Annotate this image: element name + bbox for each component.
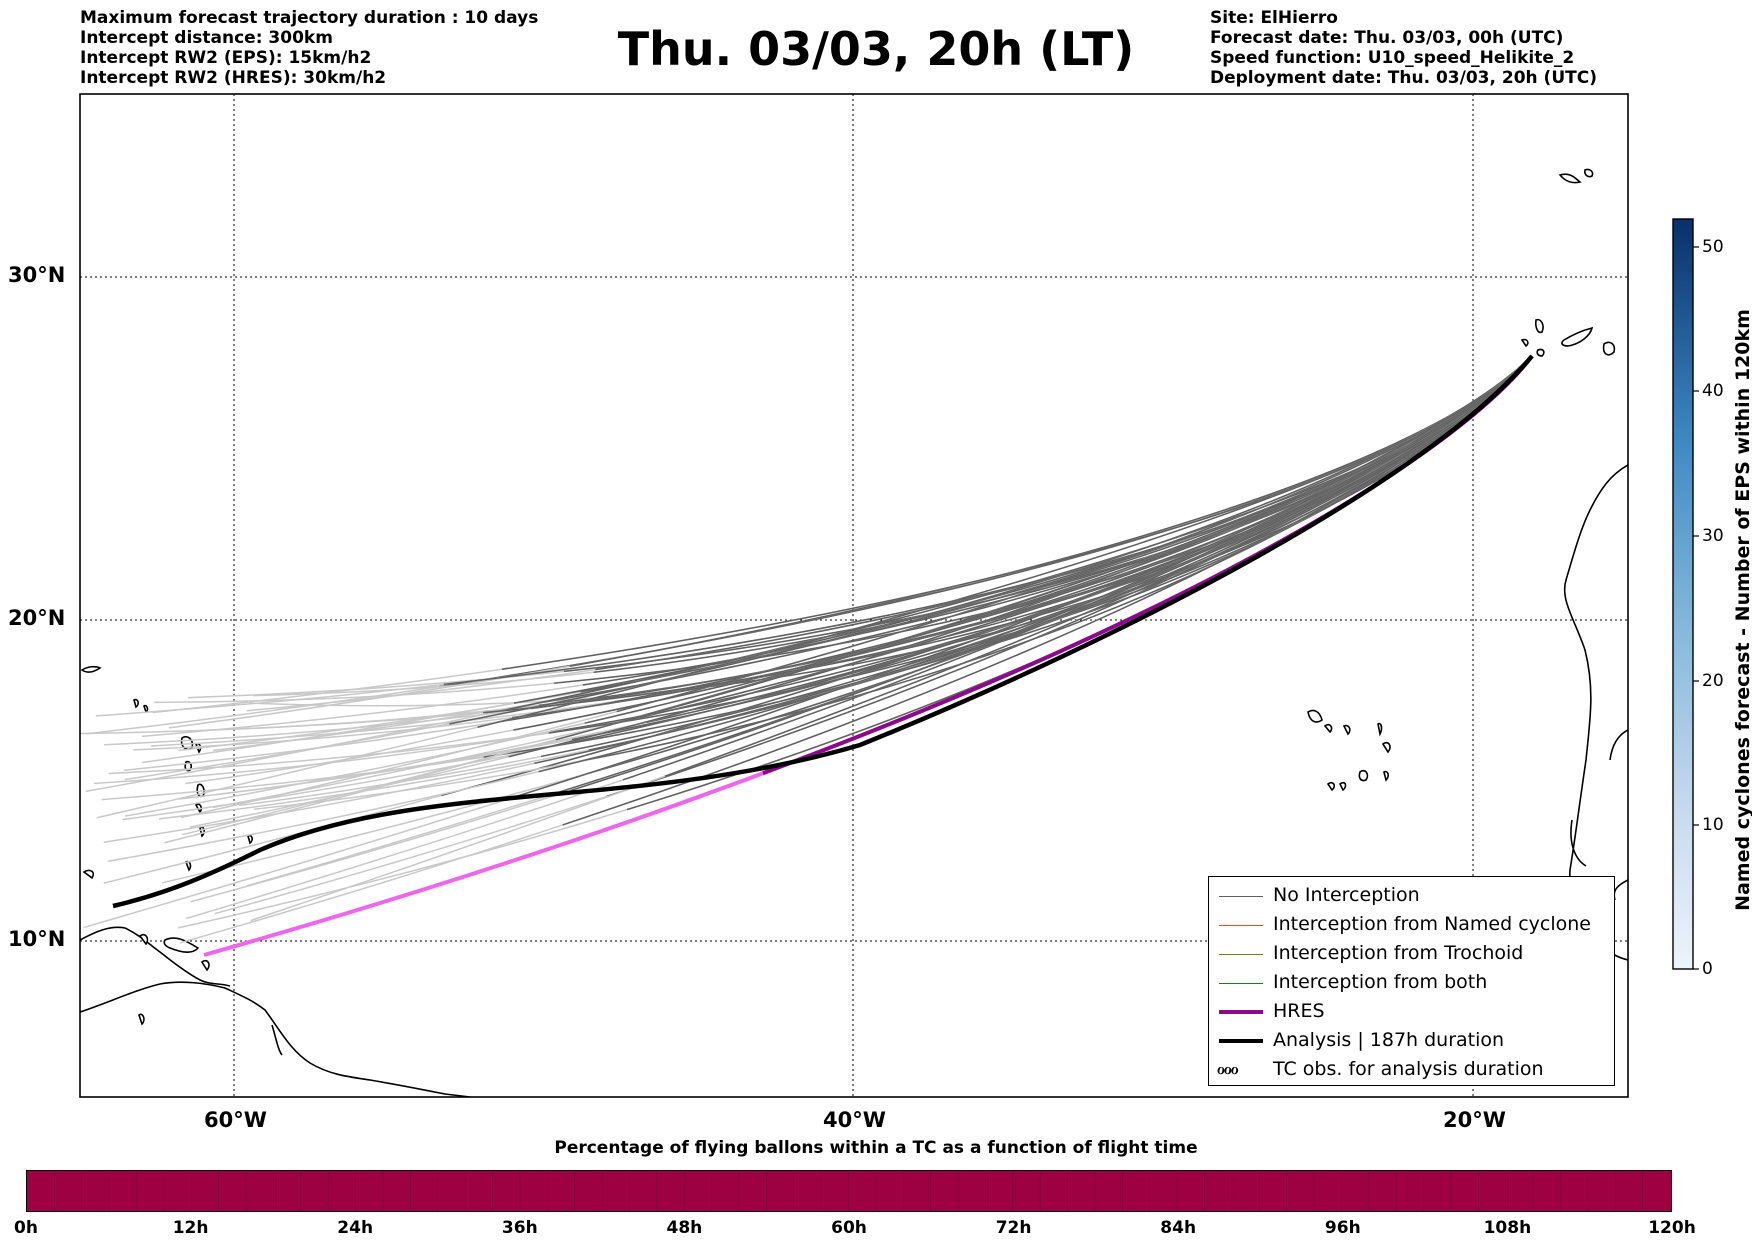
eps-trajectory-early (104, 355, 1533, 746)
eps-trajectory-early (124, 355, 1533, 781)
eps-trajectory-late (189, 355, 1533, 828)
legend-swatch (1219, 895, 1263, 897)
info-line: Intercept RW2 (HRES): 30km/h2 (80, 68, 387, 88)
info-line: Speed function: U10_speed_Helikite_2 (1210, 48, 1575, 68)
lat-label-20n: 20°N (8, 606, 66, 630)
info-line: Intercept distance: 300km (80, 28, 333, 48)
timebar (26, 1170, 1672, 1212)
eps-trajectory-late (214, 355, 1533, 915)
legend-swatch (1219, 953, 1263, 955)
timebar-tick-label: 12h (172, 1218, 209, 1238)
eps-trajectory-early (83, 355, 1533, 929)
legend-label: HRES (1273, 1000, 1325, 1022)
eps-trajectory-early (179, 355, 1533, 944)
colorbar-tick-label: 30 (1702, 526, 1724, 546)
legend-item-trochoid: Interception from Trochoid (1209, 939, 1614, 968)
eps-trajectory-late (250, 355, 1533, 922)
legend-item-tc-obs: ℴℴℴ TC obs. for analysis duration (1209, 1055, 1614, 1084)
eps-trajectory-late (185, 355, 1533, 920)
legend-swatch (1219, 924, 1263, 926)
info-line: Forecast date: Thu. 03/03, 00h (UTC) (1210, 28, 1564, 48)
lon-label-60w: 60°W (204, 1108, 267, 1132)
eps-trajectory-early (250, 355, 1533, 922)
timebar-tick-label: 0h (14, 1218, 38, 1238)
eps-trajectory-early (185, 355, 1533, 920)
timebar-tick-label: 48h (666, 1218, 703, 1238)
eps-trajectory-late (103, 355, 1533, 843)
eps-trajectory-early (154, 355, 1533, 704)
colorbar-gradient (1672, 218, 1694, 970)
trajectory-layer (80, 354, 1534, 957)
analysis-trajectory (112, 354, 1534, 909)
eps-trajectory-early (177, 355, 1533, 929)
legend-label: No Interception (1273, 884, 1420, 906)
lon-label-40w: 40°W (823, 1108, 886, 1132)
timebar-tick-label: 84h (1160, 1218, 1197, 1238)
timebar-tick-label: 120h (1648, 1218, 1696, 1238)
eps-trajectory-early (181, 355, 1533, 836)
legend-item-hres: HRES (1209, 997, 1614, 1026)
lon-label-20w: 20°W (1443, 1108, 1506, 1132)
islands (80, 168, 1616, 1026)
timebar-tick-label: 60h (831, 1218, 867, 1238)
lat-label-30n: 30°N (8, 263, 66, 287)
eps-trajectory-early (207, 355, 1533, 731)
colorbar-tick-label: 40 (1702, 381, 1724, 401)
eps-trajectory-late (188, 355, 1533, 699)
legend: No Interception Interception from Named … (1208, 876, 1615, 1086)
legend-label: Interception from Trochoid (1273, 942, 1524, 964)
legend-label: Interception from both (1273, 971, 1488, 993)
eps-trajectory-late (181, 355, 1533, 836)
info-line: Maximum forecast trajectory duration : 1… (80, 8, 539, 28)
eps-trajectory-early (188, 355, 1533, 699)
timebar-title: Percentage of flying ballons within a TC… (554, 1138, 1198, 1158)
eps-trajectory-late (161, 355, 1533, 884)
eps-trajectory-early (95, 355, 1533, 717)
timebar-tick-label: 72h (995, 1218, 1032, 1238)
tc-obs-icon: ℴℴℴ (1217, 1059, 1239, 1079)
eps-trajectory-late (154, 355, 1533, 704)
timebar-segments (54, 1171, 1643, 1210)
eps-trajectory-early (214, 355, 1533, 915)
eps-trajectory-early (161, 355, 1533, 884)
lat-label-10n: 10°N (8, 927, 66, 951)
colorbar-ticks (1693, 246, 1699, 970)
timebar-tick-label: 96h (1324, 1218, 1361, 1238)
colorbar-tick-label: 50 (1702, 237, 1724, 257)
info-line: Deployment date: Thu. 03/03, 20h (UTC) (1210, 68, 1597, 88)
legend-item-named-cyclone: Interception from Named cyclone (1209, 910, 1614, 939)
colorbar-tick-label: 0 (1702, 959, 1713, 979)
eps-trajectory-early (103, 355, 1533, 843)
legend-swatch (1219, 1009, 1263, 1014)
legend-swatch (1219, 1038, 1263, 1043)
info-line: Intercept RW2 (EPS): 15km/h2 (80, 48, 372, 68)
legend-item-no-interception: No Interception (1209, 881, 1614, 910)
legend-label: Interception from Named cyclone (1273, 913, 1591, 935)
eps-trajectory-early (190, 355, 1533, 903)
timebar-tick-label: 36h (501, 1218, 538, 1238)
timebar-tick-label: 24h (337, 1218, 374, 1238)
colorbar-tick-label: 10 (1702, 815, 1724, 835)
eps-trajectory-late (179, 355, 1533, 944)
eps-trajectory-early (253, 355, 1533, 810)
header-left-info: Maximum forecast trajectory duration : 1… (80, 8, 538, 88)
eps-trajectory-early (189, 355, 1533, 828)
colorbar-title: Named cyclones forecast - Number of EPS … (1732, 309, 1752, 911)
legend-swatch (1219, 982, 1263, 984)
legend-label: Analysis | 187h duration (1273, 1029, 1505, 1051)
eps-trajectory-early (96, 355, 1533, 819)
timebar-tick-label: 108h (1483, 1218, 1532, 1238)
legend-item-analysis: Analysis | 187h duration (1209, 1026, 1614, 1055)
map-frame (79, 93, 1629, 1098)
header-right-info: Site: ElHierro Forecast date: Thu. 03/03… (1210, 8, 1597, 88)
eps-trajectory-late (207, 355, 1533, 731)
eps-trajectory-late (253, 355, 1533, 810)
eps-trajectory-late (177, 355, 1533, 929)
colorbar-tick-label: 20 (1702, 671, 1724, 691)
map-area (80, 94, 1628, 1097)
legend-item-both: Interception from both (1209, 968, 1614, 997)
legend-label: TC obs. for analysis duration (1273, 1058, 1544, 1080)
info-line: Site: ElHierro (1210, 8, 1338, 28)
